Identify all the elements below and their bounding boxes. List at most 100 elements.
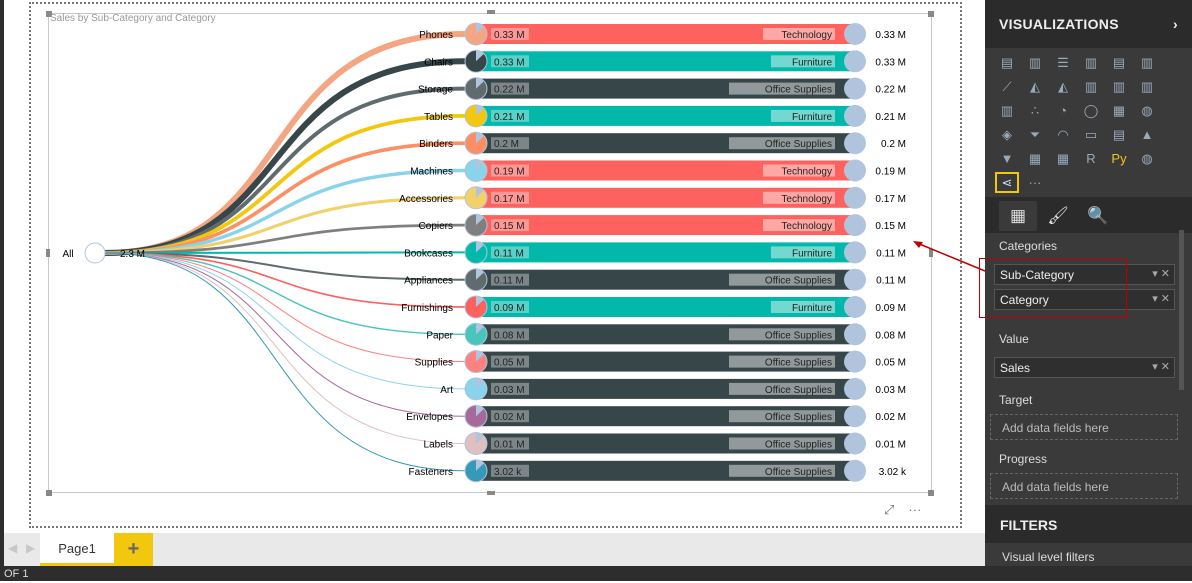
- next-page-icon[interactable]: ▶: [26, 541, 36, 555]
- category-bar[interactable]: [476, 433, 856, 454]
- row-accessories[interactable]: Accessories 0.17 M Technology 0.17 M: [399, 186, 906, 210]
- category-bar[interactable]: [476, 160, 856, 181]
- row-phones[interactable]: Phones 0.33 M Technology 0.33 M: [419, 22, 906, 46]
- stacked-column-icon[interactable]: ▥: [1028, 54, 1042, 70]
- category-bar[interactable]: [476, 105, 856, 126]
- more-icon[interactable]: ···: [1028, 175, 1042, 190]
- fields-tab-icon[interactable]: ▦: [999, 201, 1037, 231]
- category-bar[interactable]: [476, 324, 856, 345]
- category-node[interactable]: [844, 23, 866, 45]
- row-machines[interactable]: Machines 0.19 M Technology 0.19 M: [410, 159, 906, 182]
- row-bookcases[interactable]: Bookcases 0.11 M Furniture 0.11 M: [404, 240, 906, 264]
- category-node[interactable]: [844, 296, 866, 318]
- multi-row-card-icon[interactable]: ▤: [1112, 126, 1126, 142]
- resize-handle[interactable]: [46, 11, 52, 17]
- category-node[interactable]: [844, 186, 866, 209]
- pie-icon[interactable]: ◔: [1059, 103, 1067, 118]
- row-furnishings[interactable]: Furnishings 0.09 M Furniture 0.09 M: [401, 295, 906, 319]
- target-drop-zone[interactable]: Add data fields here: [990, 414, 1178, 440]
- row-appliances[interactable]: Appliances 0.11 M Office Supplies 0.11 M: [404, 268, 906, 292]
- category-node[interactable]: [844, 132, 866, 155]
- custom-visual-selected-icon[interactable]: ⋖: [995, 172, 1019, 193]
- root-node[interactable]: [84, 242, 106, 264]
- row-envelopes[interactable]: Envelopes 0.02 M Office Supplies 0.02 M: [406, 404, 906, 428]
- waterfall-icon[interactable]: ▥: [1000, 102, 1014, 118]
- collapse-pane-icon[interactable]: ›: [1173, 16, 1178, 32]
- field-category[interactable]: Category ▾ ✕: [994, 289, 1175, 310]
- table-icon[interactable]: ▦: [1028, 150, 1042, 166]
- row-chairs[interactable]: Chairs 0.33 M Furniture 0.33 M: [424, 49, 906, 73]
- field-controls-icon[interactable]: ▾ ✕: [1152, 268, 1170, 280]
- resize-handle[interactable]: [46, 249, 50, 257]
- flow-link[interactable]: [104, 168, 466, 255]
- category-bar[interactable]: [476, 133, 856, 154]
- pane-scrollbar[interactable]: [1179, 230, 1184, 390]
- clustered-column-icon[interactable]: ▥: [1084, 54, 1098, 70]
- flow-link[interactable]: [104, 252, 466, 336]
- resize-handle[interactable]: [487, 10, 495, 14]
- stacked-area-icon[interactable]: ◭: [1058, 78, 1068, 94]
- category-node[interactable]: [844, 104, 866, 127]
- row-paper[interactable]: Paper 0.08 M Office Supplies 0.08 M: [426, 322, 906, 346]
- category-bar[interactable]: [476, 297, 856, 317]
- clustered-bar-icon[interactable]: ☰: [1057, 54, 1069, 70]
- flow-link[interactable]: [104, 252, 466, 472]
- category-bar[interactable]: [476, 460, 856, 481]
- flow-link[interactable]: [104, 252, 466, 281]
- category-node[interactable]: [844, 241, 866, 264]
- category-node[interactable]: [844, 377, 866, 400]
- row-supplies[interactable]: Supplies 0.05 M Office Supplies 0.05 M: [415, 350, 906, 374]
- slicer-icon[interactable]: ▼: [1000, 151, 1014, 166]
- row-binders[interactable]: Binders 0.2 M Office Supplies 0.2 M: [419, 131, 906, 155]
- resize-handle[interactable]: [929, 249, 933, 257]
- category-bar[interactable]: [476, 269, 856, 290]
- category-bar[interactable]: [476, 215, 856, 236]
- category-bar[interactable]: [476, 187, 856, 208]
- arcgis-icon[interactable]: ◍: [1141, 150, 1153, 166]
- python-visual-icon[interactable]: Py: [1111, 151, 1127, 166]
- category-node[interactable]: [844, 77, 866, 100]
- line-column-icon[interactable]: ▥: [1084, 78, 1098, 94]
- category-node[interactable]: [844, 268, 866, 291]
- flow-link[interactable]: [104, 252, 466, 308]
- resize-handle[interactable]: [928, 490, 934, 496]
- category-bar[interactable]: [476, 78, 856, 99]
- analytics-tab-icon[interactable]: 🔍: [1087, 206, 1109, 225]
- category-node[interactable]: [844, 432, 866, 455]
- row-copiers[interactable]: Copiers 0.15 M Technology 0.15 M: [419, 213, 906, 237]
- resize-handle[interactable]: [928, 11, 934, 17]
- category-node[interactable]: [844, 214, 866, 237]
- row-storage[interactable]: Storage 0.22 M Office Supplies 0.22 M: [418, 77, 906, 101]
- field-sales[interactable]: Sales ▾ ✕: [994, 357, 1175, 378]
- line-clustered-icon[interactable]: ▥: [1112, 78, 1126, 94]
- resize-handle[interactable]: [487, 491, 495, 495]
- funnel-icon[interactable]: ⏷: [1029, 126, 1041, 142]
- category-node[interactable]: [844, 405, 866, 428]
- category-node[interactable]: [844, 159, 866, 182]
- flow-link[interactable]: [104, 252, 466, 444]
- matrix-icon[interactable]: ▦: [1056, 150, 1070, 166]
- more-options-icon[interactable]: ···: [908, 502, 922, 517]
- ribbon-icon[interactable]: ▥: [1140, 78, 1154, 94]
- donut-icon[interactable]: ◯: [1083, 102, 1099, 118]
- resize-handle[interactable]: [46, 490, 52, 496]
- category-node[interactable]: [844, 50, 866, 73]
- kpi-icon[interactable]: ▲: [1140, 127, 1154, 142]
- row-fasteners[interactable]: Fasteners 3.02 k Office Supplies 3.02 k: [409, 459, 907, 483]
- filled-map-icon[interactable]: ◈: [1002, 126, 1012, 142]
- flow-link[interactable]: [104, 252, 466, 390]
- add-page-button[interactable]: +: [114, 533, 153, 566]
- visual-level-filters[interactable]: Visual level filters: [1002, 550, 1095, 564]
- line-icon[interactable]: ⟋: [1002, 78, 1012, 94]
- scatter-icon[interactable]: ∴: [1030, 102, 1040, 118]
- row-tables[interactable]: Tables 0.21 M Furniture 0.21 M: [424, 104, 906, 128]
- r-visual-icon[interactable]: R: [1086, 151, 1096, 166]
- map-icon[interactable]: ◍: [1141, 102, 1153, 118]
- 100-column-icon[interactable]: ▥: [1140, 54, 1154, 70]
- format-tab-icon[interactable]: 🖌: [1047, 206, 1069, 225]
- row-labels[interactable]: Labels 0.01 M Office Supplies 0.01 M: [424, 432, 906, 455]
- category-node[interactable]: [844, 350, 866, 373]
- category-bar[interactable]: [476, 24, 856, 44]
- flow-link[interactable]: [104, 223, 466, 255]
- field-controls-icon[interactable]: ▾ ✕: [1152, 293, 1170, 305]
